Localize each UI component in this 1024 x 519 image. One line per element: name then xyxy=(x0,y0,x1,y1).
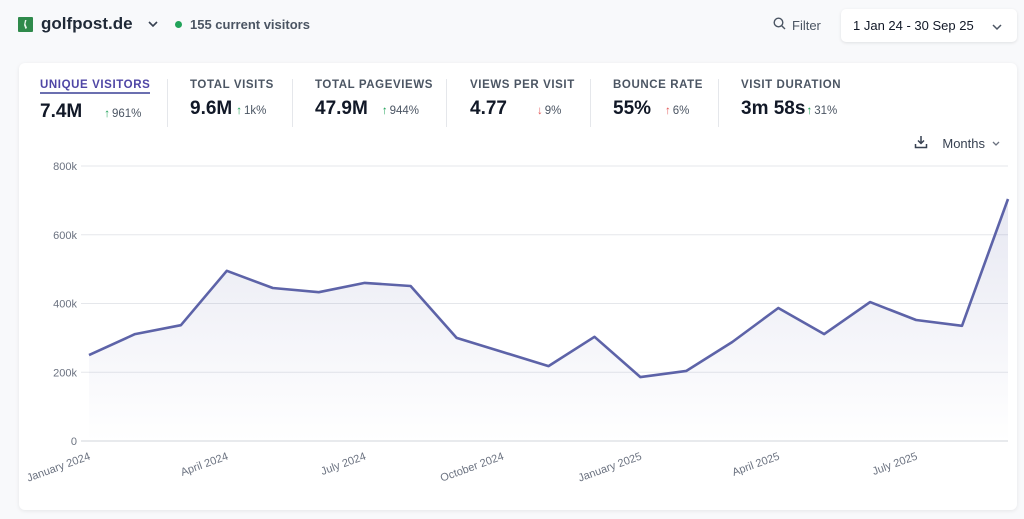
chart-area-fill xyxy=(89,199,1008,441)
arrow-up-icon: ↑ xyxy=(236,105,242,117)
data-point[interactable] xyxy=(726,336,738,348)
data-point[interactable] xyxy=(129,328,141,340)
metric-label: BOUNCE RATE xyxy=(613,79,704,91)
metric-change-value: 31% xyxy=(814,105,838,117)
metric-label: VIEWS PER VISIT xyxy=(470,79,575,91)
chart-series-line xyxy=(88,198,1010,379)
x-tick-label: April 2024 xyxy=(179,451,230,479)
metric-change-value: 961% xyxy=(112,108,142,120)
divider xyxy=(718,79,719,127)
metric-change: ↑ 31% xyxy=(806,105,837,117)
data-point[interactable] xyxy=(956,320,968,332)
metric-label: UNIQUE VISITORS xyxy=(40,79,151,94)
data-point[interactable] xyxy=(313,286,325,298)
divider xyxy=(446,79,447,127)
data-point[interactable] xyxy=(864,296,876,308)
metric-change-value: 6% xyxy=(672,105,690,117)
search-icon xyxy=(773,17,786,33)
date-range-picker[interactable]: 1 Jan 24 - 30 Sep 25 xyxy=(841,9,1017,42)
divider xyxy=(590,79,591,127)
download-icon[interactable] xyxy=(914,135,928,152)
data-point[interactable] xyxy=(83,349,95,361)
metric-total-visits[interactable]: TOTAL VISITS 9.6M ↑ 1k% xyxy=(190,79,274,120)
data-point[interactable] xyxy=(680,365,692,377)
data-point[interactable] xyxy=(543,360,555,372)
metric-visit-duration[interactable]: VISIT DURATION 3m 58s ↑ 31% xyxy=(741,79,841,120)
arrow-up-icon: ↑ xyxy=(665,105,671,117)
chevron-down-icon[interactable] xyxy=(147,20,159,28)
top-bar: golfpost.de 155 current visitors Filter … xyxy=(0,0,1024,52)
y-tick-label: 400k xyxy=(53,299,77,311)
metric-change: ↑ 6% xyxy=(665,105,689,117)
interval-label: Months xyxy=(942,136,985,151)
site-name: golfpost.de xyxy=(41,14,133,33)
data-point[interactable] xyxy=(818,328,830,340)
metric-change-value: 1k% xyxy=(244,105,267,117)
arrow-up-icon: ↑ xyxy=(806,105,813,117)
x-tick-label: July 2024 xyxy=(319,451,367,478)
x-tick-label: October 2024 xyxy=(439,451,506,485)
x-tick-label: April 2025 xyxy=(731,451,782,479)
metric-change: ↓ 9% xyxy=(537,105,561,117)
graph-controls: Months xyxy=(914,135,1001,152)
metric-views-per-visit[interactable]: VIEWS PER VISIT 4.77 ↓ 9% xyxy=(470,79,575,120)
data-point[interactable] xyxy=(359,277,371,289)
y-tick-label: 600k xyxy=(53,230,77,242)
y-tick-label: 800k xyxy=(53,161,77,173)
arrow-down-icon: ↓ xyxy=(536,105,543,117)
metric-bounce-rate[interactable]: BOUNCE RATE 55% ↑ 6% xyxy=(613,79,703,120)
divider xyxy=(292,79,293,127)
metric-unique-visitors[interactable]: UNIQUE VISITORS 7.4M ↑ 961% xyxy=(40,79,151,123)
top-stats: UNIQUE VISITORS 7.4M ↑ 961% TOTAL VISITS… xyxy=(19,63,1017,133)
chevron-down-icon xyxy=(991,19,1003,34)
metric-total-pageviews[interactable]: TOTAL PAGEVIEWS 47.9M ↑ 944% xyxy=(315,79,433,120)
main-graph-card: UNIQUE VISITORS 7.4M ↑ 961% TOTAL VISITS… xyxy=(19,63,1017,510)
x-tick-label: January 2025 xyxy=(577,451,644,485)
visitors-chart[interactable]: 0 200k 400k 600k 800k January 2024 April 2024… xyxy=(19,63,1017,510)
data-point[interactable] xyxy=(497,346,509,358)
metric-change: ↑ 1k% xyxy=(236,105,266,117)
data-point[interactable] xyxy=(221,265,233,277)
y-tick-label: 0 xyxy=(71,436,77,448)
current-visitors-label: 155 current visitors xyxy=(190,17,310,32)
metric-value: 7.4M xyxy=(40,101,83,122)
metric-value: 3m 58s xyxy=(741,98,806,119)
data-point[interactable] xyxy=(910,314,922,326)
live-dot-icon xyxy=(175,21,182,28)
golf-logo-icon xyxy=(18,16,33,32)
y-tick-label: 200k xyxy=(53,367,77,379)
interval-picker[interactable]: Months xyxy=(942,136,1001,151)
date-range-label: 1 Jan 24 - 30 Sep 25 xyxy=(853,18,974,33)
x-tick-label: July 2025 xyxy=(871,451,919,478)
site-switcher[interactable]: golfpost.de xyxy=(18,14,159,34)
data-point[interactable] xyxy=(1002,193,1014,205)
metric-change: ↑ 961% xyxy=(104,108,141,120)
metric-value: 47.9M xyxy=(315,98,368,119)
arrow-up-icon: ↑ xyxy=(381,105,388,117)
metric-value: 9.6M xyxy=(190,98,233,119)
x-tick-label: January 2024 xyxy=(25,451,92,485)
data-point[interactable] xyxy=(267,282,279,294)
metric-change-value: 9% xyxy=(544,105,562,117)
metric-label: TOTAL VISITS xyxy=(190,79,274,91)
filter-label: Filter xyxy=(792,17,821,33)
data-point[interactable] xyxy=(634,371,646,383)
metric-value: 4.77 xyxy=(470,98,507,119)
metric-label: VISIT DURATION xyxy=(741,79,842,91)
metric-value: 55% xyxy=(613,98,652,119)
metric-change: ↑ 944% xyxy=(382,105,419,117)
data-point[interactable] xyxy=(175,319,187,331)
chevron-down-icon xyxy=(992,141,1000,146)
data-point[interactable] xyxy=(405,280,417,292)
data-point[interactable] xyxy=(451,332,463,344)
metric-label: TOTAL PAGEVIEWS xyxy=(315,79,434,91)
current-visitors[interactable]: 155 current visitors xyxy=(175,17,310,32)
arrow-up-icon: ↑ xyxy=(104,108,110,120)
data-point[interactable] xyxy=(772,302,784,314)
divider xyxy=(167,79,168,127)
metric-change-value: 944% xyxy=(389,105,419,117)
data-point[interactable] xyxy=(588,331,600,343)
filter-button[interactable]: Filter xyxy=(773,17,821,33)
